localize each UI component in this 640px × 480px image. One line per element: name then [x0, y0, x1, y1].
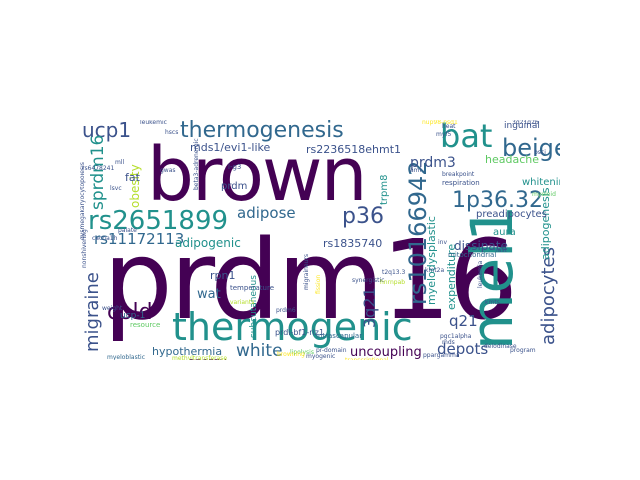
word-brown: brown: [147, 132, 367, 218]
word-hnrnpab: hnrnpab: [380, 279, 406, 286]
word-adipocytes: adipocytes: [538, 247, 559, 345]
word-variants: variants: [230, 299, 255, 306]
word-pr-domain: pr-domain: [316, 347, 347, 354]
word-uncoupling: uncoupling: [350, 345, 422, 360]
word-program: program: [510, 347, 536, 354]
word-bsci: bsci: [534, 149, 546, 156]
word-kmt2a: kmt2a: [425, 267, 445, 274]
word-rs2236518ehmt1: rs2236518ehmt1: [306, 143, 402, 156]
word-rs1835740: rs1835740: [323, 237, 383, 250]
word-myogenic: myogenic: [306, 353, 336, 360]
word-3q21q26: 3q21q26: [512, 120, 539, 126]
word-dissipate: dissipate: [454, 239, 508, 253]
word-t2q13-3: t2q13.3: [382, 269, 406, 276]
word-rs2651899: rs2651899: [88, 206, 229, 236]
word-l-g3: l-g3: [228, 163, 242, 171]
word-temperature: temperature: [230, 284, 274, 292]
word-nonshivering: nonshivering: [81, 229, 88, 268]
word-thermogenic: thermogenic: [172, 305, 413, 349]
word-cold: cold: [107, 300, 153, 325]
word-lipolysis: lipolysis: [290, 349, 314, 356]
word-fat: fat: [125, 171, 140, 184]
word-myeloid: myeloid: [532, 191, 556, 198]
word-resource: resource: [130, 321, 161, 329]
word-prdm3: prdm3: [410, 155, 456, 171]
word-lsvc: lsvc: [110, 185, 122, 192]
word-cacna1h: cacna1h: [92, 235, 118, 242]
word-heat: heat: [442, 123, 456, 130]
word-synergistic: synergistic: [352, 277, 385, 284]
word-mds1-evi1-like: mds1/evi1-like: [190, 141, 271, 154]
word-beige: beige: [502, 134, 560, 162]
word-rs6478241: rs6478241: [82, 165, 115, 172]
word-ppargamma: ppargamma: [423, 352, 460, 359]
word-pgc1alpha: pgc1alpha: [440, 333, 472, 340]
word-inv: inv: [438, 239, 448, 246]
word-hypothermia: hypothermia: [152, 345, 223, 358]
word-bat: bat: [440, 120, 493, 155]
word-respiration: respiration: [442, 179, 480, 187]
word-hscs: hscs: [165, 129, 179, 136]
word-mds: mds: [442, 339, 455, 346]
word-palate: palate: [118, 227, 137, 234]
word-adipogenesis: adipogenesis: [539, 187, 552, 261]
word-adipose: adipose: [237, 204, 296, 222]
word-ucp-1: ucp-1: [120, 311, 146, 321]
word-3q21: 3q21: [360, 287, 379, 328]
word-weight: weight: [102, 305, 123, 312]
word-rpn1: rpn1: [210, 269, 236, 282]
word-ucp1: ucp1: [82, 120, 132, 142]
word-aura: aura: [493, 227, 516, 238]
word-breakpoint: breakpoint: [442, 171, 475, 178]
word-myf5: myf5: [436, 131, 452, 138]
word-energy: energy: [188, 356, 226, 360]
word-leukemic: leukemic: [140, 120, 167, 126]
word-nup98-nsd1: nup98-nsd1: [422, 120, 458, 126]
word-trpm8: trpm8: [379, 174, 390, 205]
word-aml: aml: [410, 167, 422, 174]
word-sprdm16: sprdm16: [88, 134, 108, 210]
word-deiodinase: deiodinase: [484, 343, 517, 350]
word-1p36-32: 1p36.32: [452, 188, 543, 213]
word-thermogenesis: thermogenesis: [180, 120, 344, 143]
word-white: white: [236, 341, 283, 360]
word-methyltransferase: methyltransferase: [172, 355, 228, 361]
word-fission: fission: [315, 274, 322, 294]
word-rs11172113: rs11172113: [94, 230, 185, 248]
word-myelodysplastic: myelodysplastic: [425, 216, 438, 305]
word-prdm6: prdm6: [276, 307, 296, 314]
word-browning: browning: [277, 351, 305, 358]
word-prdm16: prdm16: [103, 216, 518, 344]
word-mitochondrial: mitochondrial: [448, 251, 497, 259]
word-iast: iast: [496, 247, 507, 254]
word-p36: p36: [342, 204, 384, 229]
word-whitening: whitening: [522, 177, 560, 188]
word-cloud: prdm16 brown mel1 thermogenic bat thermo…: [80, 120, 560, 360]
word-myeloblastic: myeloblastic: [107, 354, 146, 361]
word-mll: mll: [115, 159, 125, 166]
word-intrascapular: intrascapular: [316, 332, 363, 340]
word-depots: depots: [437, 340, 489, 358]
word-adipogenic: adipogenic: [175, 236, 241, 250]
word-kmts: kmts: [485, 299, 500, 306]
word-beta3-adrenergic: beta3-adrenergic: [193, 138, 200, 190]
word-headache: headache: [485, 153, 539, 166]
word-transcriptional: transcriptional: [345, 358, 389, 361]
word-prdm: prdm: [221, 181, 248, 192]
word-migraineurs: migraineurs: [303, 253, 310, 290]
word-preadipocytes: preadipocytes: [476, 209, 547, 220]
word-gwas: gwas: [160, 167, 176, 174]
word-wat: wat: [197, 287, 221, 302]
word-inguinal: inguinal: [504, 121, 540, 131]
word-leukemia: leukemia: [477, 260, 484, 288]
word-migraine: migraine: [82, 272, 103, 352]
word-q21: q21: [449, 312, 478, 330]
word-prdi-bf1-riz1: prdi-bf1-riz1: [275, 328, 325, 337]
